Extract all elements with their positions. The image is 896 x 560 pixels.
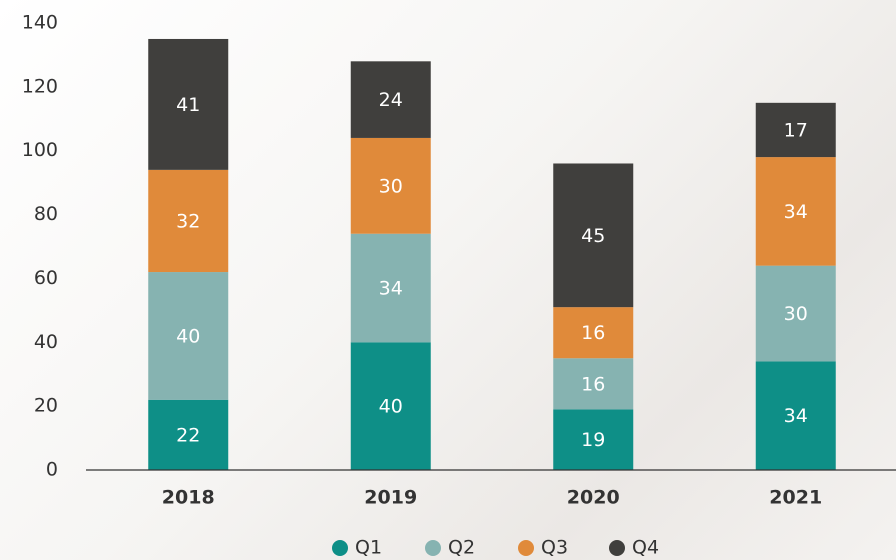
y-tick-label: 40 xyxy=(34,331,58,353)
y-tick-label: 20 xyxy=(34,395,58,417)
value-label: 16 xyxy=(581,373,605,395)
value-label: 22 xyxy=(176,424,200,446)
value-label: 19 xyxy=(581,429,605,451)
y-tick-label: 120 xyxy=(22,75,58,97)
legend-marker xyxy=(332,540,348,556)
legend-label: Q3 xyxy=(541,537,568,559)
value-label: 34 xyxy=(784,405,808,427)
legend-marker xyxy=(425,540,441,556)
value-label: 24 xyxy=(379,89,403,111)
value-label: 17 xyxy=(784,119,808,141)
value-label: 30 xyxy=(379,175,403,197)
x-tick-label: 2020 xyxy=(567,487,620,509)
legend-label: Q2 xyxy=(448,537,475,559)
x-tick-label: 2021 xyxy=(769,487,822,509)
y-tick-label: 100 xyxy=(22,139,58,161)
y-tick-label: 60 xyxy=(34,267,58,289)
value-label: 16 xyxy=(581,322,605,344)
value-label: 40 xyxy=(379,396,403,418)
y-tick-label: 0 xyxy=(46,459,58,481)
y-tick-label: 80 xyxy=(34,203,58,225)
value-label: 34 xyxy=(784,201,808,223)
value-label: 45 xyxy=(581,225,605,247)
value-label: 32 xyxy=(176,210,200,232)
legend-label: Q4 xyxy=(632,537,659,559)
legend-marker xyxy=(609,540,625,556)
x-tick-label: 2018 xyxy=(162,487,215,509)
legend-marker xyxy=(518,540,534,556)
value-label: 41 xyxy=(176,94,200,116)
x-tick-label: 2019 xyxy=(364,487,417,509)
value-label: 34 xyxy=(379,278,403,300)
y-tick-label: 140 xyxy=(22,12,58,34)
legend-label: Q1 xyxy=(355,537,382,559)
value-label: 30 xyxy=(784,303,808,325)
value-label: 40 xyxy=(176,325,200,347)
chart: 0 20 40 60 80 100 120 140 22 40 32 41 2018 40 34 30 24 20… xyxy=(0,0,896,560)
